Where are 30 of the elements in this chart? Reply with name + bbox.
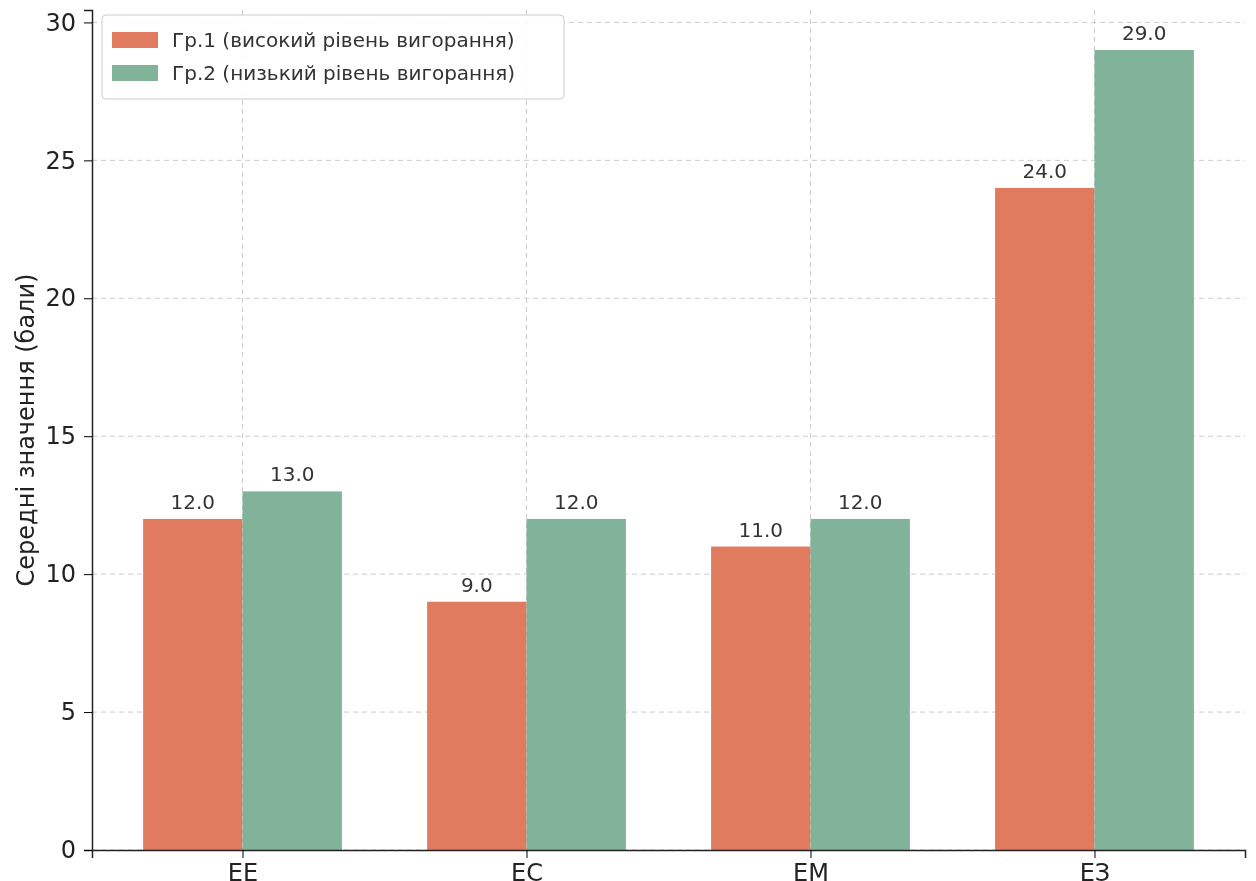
- data-label: 12.0: [837, 489, 883, 514]
- data-label: 12.0: [170, 489, 216, 514]
- bar: [143, 518, 243, 850]
- bar: [1094, 50, 1194, 850]
- y-tick-label: 25: [45, 146, 76, 175]
- x-tick-label: ЕЗ: [1079, 859, 1111, 881]
- bar: [427, 601, 527, 850]
- data-label: 12.0: [553, 489, 599, 514]
- bar: [711, 546, 811, 850]
- y-axis-title: Середні значення (бали): [12, 273, 40, 587]
- data-label: 11.0: [738, 517, 784, 542]
- y-tick-label: 15: [45, 422, 76, 451]
- data-label: 24.0: [1022, 158, 1068, 183]
- legend-label: Гр.2 (низький рівень вигорання): [172, 61, 516, 85]
- legend-label: Гр.1 (високий рівень вигорання): [172, 28, 515, 52]
- data-label: 9.0: [460, 572, 493, 597]
- y-tick-label: 5: [60, 698, 76, 727]
- bar: [810, 518, 910, 850]
- bar: [242, 491, 342, 850]
- y-tick-label: 30: [45, 8, 76, 37]
- y-tick-label: 10: [45, 560, 76, 589]
- y-tick-label: 0: [60, 836, 76, 865]
- data-label: 13.0: [269, 462, 315, 487]
- x-tick-label: ЕМ: [793, 859, 829, 881]
- y-tick-label: 20: [45, 284, 76, 313]
- x-tick-label: ЕЕ: [227, 859, 259, 881]
- bar: [995, 187, 1095, 850]
- bar: [526, 518, 626, 850]
- data-label: 29.0: [1121, 21, 1167, 45]
- x-tick-label: ЕС: [511, 859, 543, 881]
